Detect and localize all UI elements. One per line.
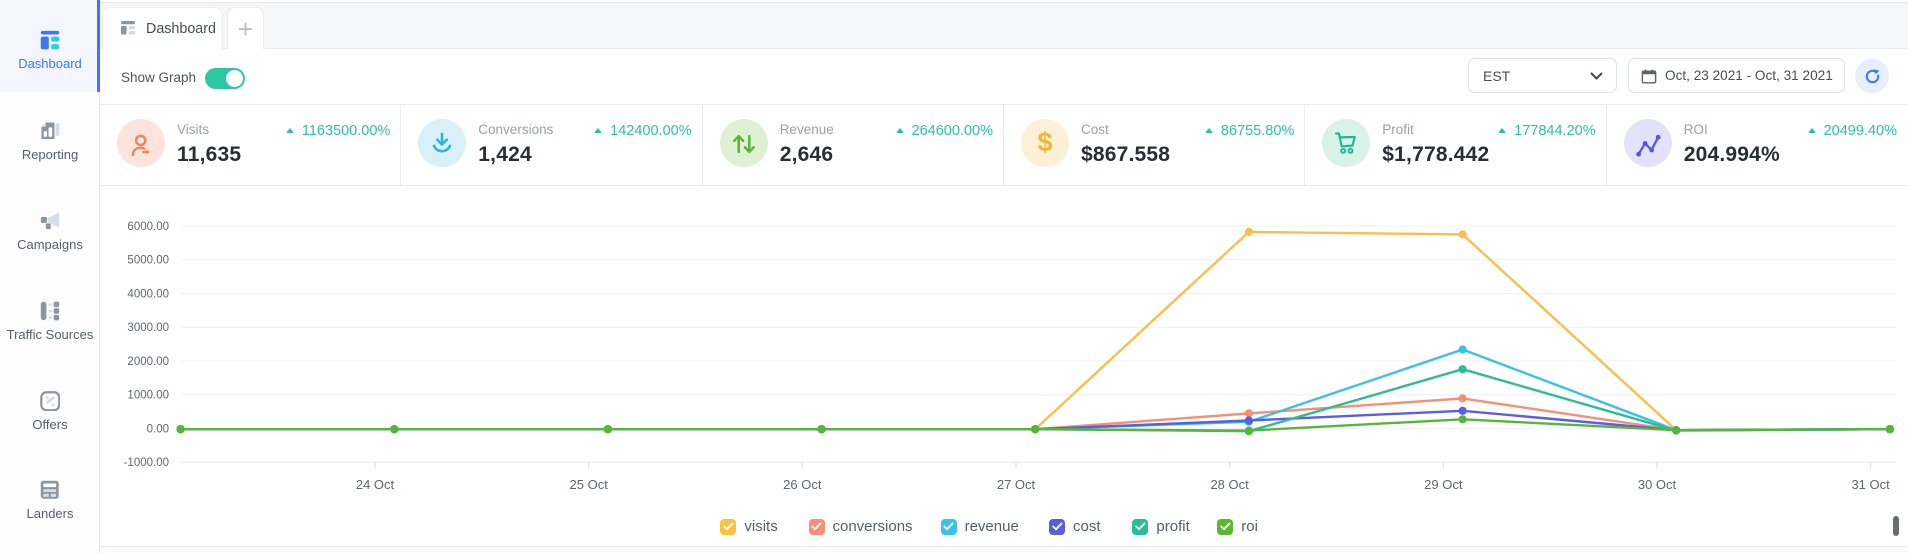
svg-text:1000.00: 1000.00: [127, 390, 169, 402]
svg-text:3000.00: 3000.00: [127, 322, 169, 334]
svg-text:27 Oct: 27 Oct: [997, 477, 1036, 492]
svg-text:4000.00: 4000.00: [127, 289, 169, 301]
svg-text:29 Oct: 29 Oct: [1424, 477, 1463, 492]
svg-text:2000.00: 2000.00: [127, 356, 169, 368]
svg-text:25 Oct: 25 Oct: [570, 477, 609, 492]
svg-text:6000.00: 6000.00: [127, 221, 169, 233]
svg-text:0.00: 0.00: [147, 423, 169, 435]
svg-text:28 Oct: 28 Oct: [1210, 477, 1249, 492]
svg-text:30 Oct: 30 Oct: [1638, 477, 1677, 492]
svg-text:5000.00: 5000.00: [127, 255, 169, 267]
svg-text:31 Oct: 31 Oct: [1851, 477, 1890, 492]
svg-text:24 Oct: 24 Oct: [356, 477, 395, 492]
svg-text:26 Oct: 26 Oct: [783, 477, 822, 492]
svg-text:-1000.00: -1000.00: [124, 457, 169, 469]
